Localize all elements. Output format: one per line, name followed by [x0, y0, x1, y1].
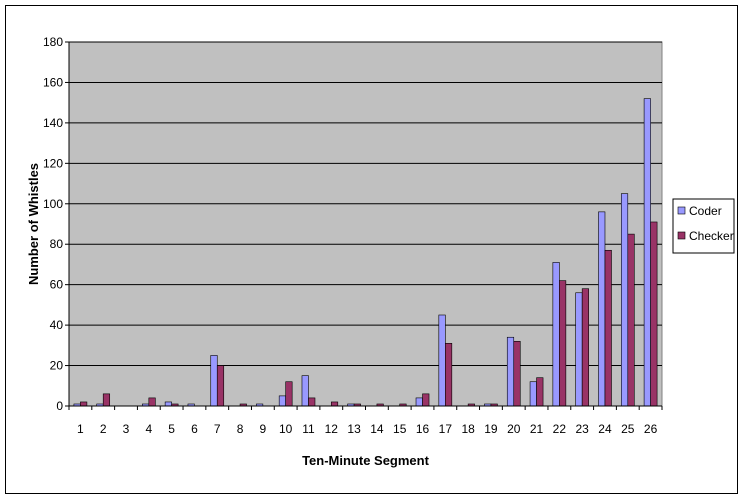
bar-coder — [278, 395, 286, 407]
bar-checker — [581, 288, 589, 407]
chart-frame: 0 20 40 60 80 100 120 140 160 180 1 2 3 4 5 6 7 8 9 10 11 12 1… — [5, 5, 738, 494]
y-tick-label: 140 — [43, 116, 63, 130]
bar-coder — [301, 375, 309, 407]
x-tick-label: 12 — [325, 422, 339, 436]
x-tick-label: 21 — [530, 422, 544, 436]
y-tick-label: 180 — [43, 35, 63, 49]
bar-checker — [148, 397, 156, 407]
bar-coder — [506, 336, 515, 407]
x-tick-label: 23 — [575, 422, 589, 436]
legend-swatch-checker — [677, 231, 686, 240]
x-tick-label: 19 — [484, 422, 498, 436]
x-tick-label: 14 — [370, 422, 384, 436]
y-tick-label: 40 — [50, 318, 64, 332]
gridlines — [69, 41, 662, 367]
x-tick-label: 16 — [416, 422, 430, 436]
bar-coder — [552, 262, 560, 407]
x-tick-label: 26 — [644, 422, 658, 436]
y-tick-label: 100 — [43, 197, 63, 211]
bar-checker — [650, 221, 658, 407]
x-tick-label: 25 — [621, 422, 635, 436]
x-tick-label: 11 — [302, 422, 315, 436]
bar-coder — [529, 381, 537, 407]
x-tick-label: 9 — [260, 422, 267, 436]
bar-coder — [164, 401, 172, 407]
x-tick-label: 8 — [237, 422, 244, 436]
x-tick-label: 15 — [393, 422, 407, 436]
bar-checker — [513, 340, 521, 407]
x-axis-title: Ten-Minute Segment — [302, 453, 430, 468]
bar-checker — [330, 401, 339, 407]
y-axis-title: Number of Whistles — [26, 163, 41, 285]
bar-coder — [438, 314, 446, 407]
bar-checker — [559, 280, 567, 407]
bar-checker — [80, 401, 88, 407]
x-tick-label: 17 — [439, 422, 453, 436]
x-tick-label: 18 — [461, 422, 475, 436]
legend-swatch-coder — [677, 206, 686, 215]
bar-coder — [415, 397, 423, 407]
x-tick-label: 5 — [168, 422, 175, 436]
plot-area — [68, 41, 663, 407]
x-tick-label: 4 — [145, 422, 152, 436]
y-tick-label: 120 — [43, 156, 63, 170]
y-tick-label: 20 — [50, 359, 64, 373]
bar-coder — [643, 98, 651, 407]
legend-label-checker: Checker — [689, 229, 734, 243]
bar-checker — [102, 393, 111, 407]
y-tick-label: 80 — [50, 237, 64, 251]
x-tick-label: 22 — [553, 422, 567, 436]
bar-checker — [627, 233, 635, 407]
x-tick-label: 2 — [100, 422, 107, 436]
bar-checker — [285, 381, 293, 407]
x-tick-label: 24 — [598, 422, 612, 436]
y-tick-label: 0 — [56, 399, 63, 413]
bars — [73, 98, 658, 407]
bar-checker — [536, 377, 544, 407]
x-tick-label: 1 — [77, 422, 84, 436]
bar-coder — [210, 355, 218, 407]
bar-coder — [620, 193, 629, 407]
x-tick-label: 20 — [507, 422, 521, 436]
x-tick-label: 13 — [347, 422, 361, 436]
y-tick-label: 60 — [50, 278, 64, 292]
x-tick-label: 3 — [123, 422, 130, 436]
bar-checker — [604, 249, 612, 407]
bar-coder — [575, 292, 583, 407]
bar-checker — [216, 365, 225, 407]
bar-checker — [422, 393, 430, 407]
legend-label-coder: Coder — [689, 204, 722, 218]
x-tick-label: 10 — [279, 422, 293, 436]
x-tick-label: 7 — [214, 422, 221, 436]
bar-checker — [445, 343, 453, 407]
y-tick-label: 160 — [43, 75, 63, 89]
bar-checker — [308, 397, 316, 407]
x-tick-label: 6 — [191, 422, 198, 436]
legend: Coder Checker — [672, 198, 735, 254]
bar-coder — [598, 211, 606, 407]
